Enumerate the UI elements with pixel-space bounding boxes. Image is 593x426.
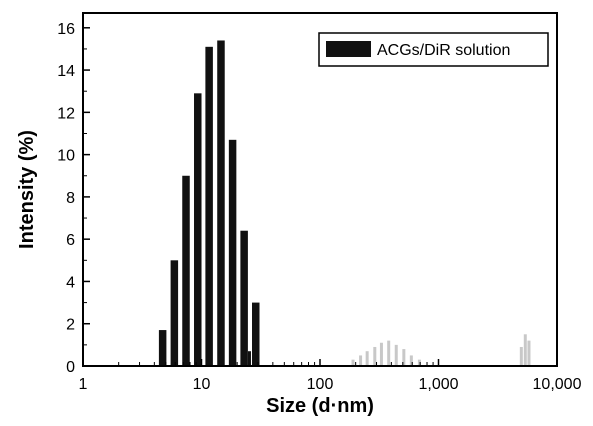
bar-series1-5 — [387, 340, 391, 366]
legend-label: ACGs/DiR solution — [377, 42, 510, 59]
x-tick-label: 10,000 — [533, 376, 582, 393]
bar-series1-9 — [417, 359, 421, 366]
x-tick-label: 1,000 — [418, 376, 458, 393]
y-tick-label: 4 — [66, 274, 75, 291]
x-tick-label: 100 — [307, 376, 334, 393]
y-tick-label: 16 — [57, 21, 75, 38]
bar-series1-8 — [409, 355, 413, 366]
bar-series0-2 — [182, 175, 190, 366]
y-tick-label: 14 — [57, 63, 75, 80]
y-tick-label: 8 — [66, 190, 75, 207]
x-tick-label: 1 — [79, 376, 88, 393]
y-tick-label: 10 — [57, 148, 75, 165]
y-tick-label: 6 — [66, 232, 75, 249]
bar-series0-0 — [158, 330, 167, 366]
bars-layer — [158, 40, 531, 367]
bar-series1-0 — [351, 359, 355, 366]
bar-series1-3 — [373, 346, 377, 366]
bar-series1-10 — [519, 346, 523, 366]
bar-series1-2 — [365, 351, 369, 366]
y-tick-label: 12 — [57, 105, 75, 122]
bar-series1-6 — [394, 344, 398, 366]
bar-series1-12 — [527, 340, 531, 366]
y-axis-title: Intensity (%) — [16, 130, 38, 249]
bar-series0-3 — [194, 93, 202, 366]
bar-series0-7 — [240, 230, 248, 366]
legend-swatch — [326, 41, 371, 57]
bar-series0-1 — [170, 260, 179, 366]
bar-series0-6 — [228, 139, 237, 366]
ticks-layer: 1 10 100 1,000 10,000 0 2 4 6 8 10 12 14 16 — [57, 21, 581, 393]
bar-series1-7 — [402, 349, 406, 366]
bar-series1-11 — [523, 334, 527, 366]
bar-series2-0 — [247, 351, 251, 366]
bar-series0-4 — [205, 46, 213, 366]
x-axis-title: Size (d·nm) — [266, 395, 374, 417]
bar-series0-8 — [252, 302, 260, 366]
y-tick-label: 2 — [66, 317, 75, 334]
bar-series1-4 — [379, 342, 383, 366]
y-tick-label: 0 — [66, 359, 75, 376]
bar-series0-5 — [217, 40, 225, 367]
x-tick-label: 10 — [193, 376, 211, 393]
legend: ACGs/DiR solution — [318, 32, 549, 67]
bar-series1-1 — [359, 355, 363, 366]
